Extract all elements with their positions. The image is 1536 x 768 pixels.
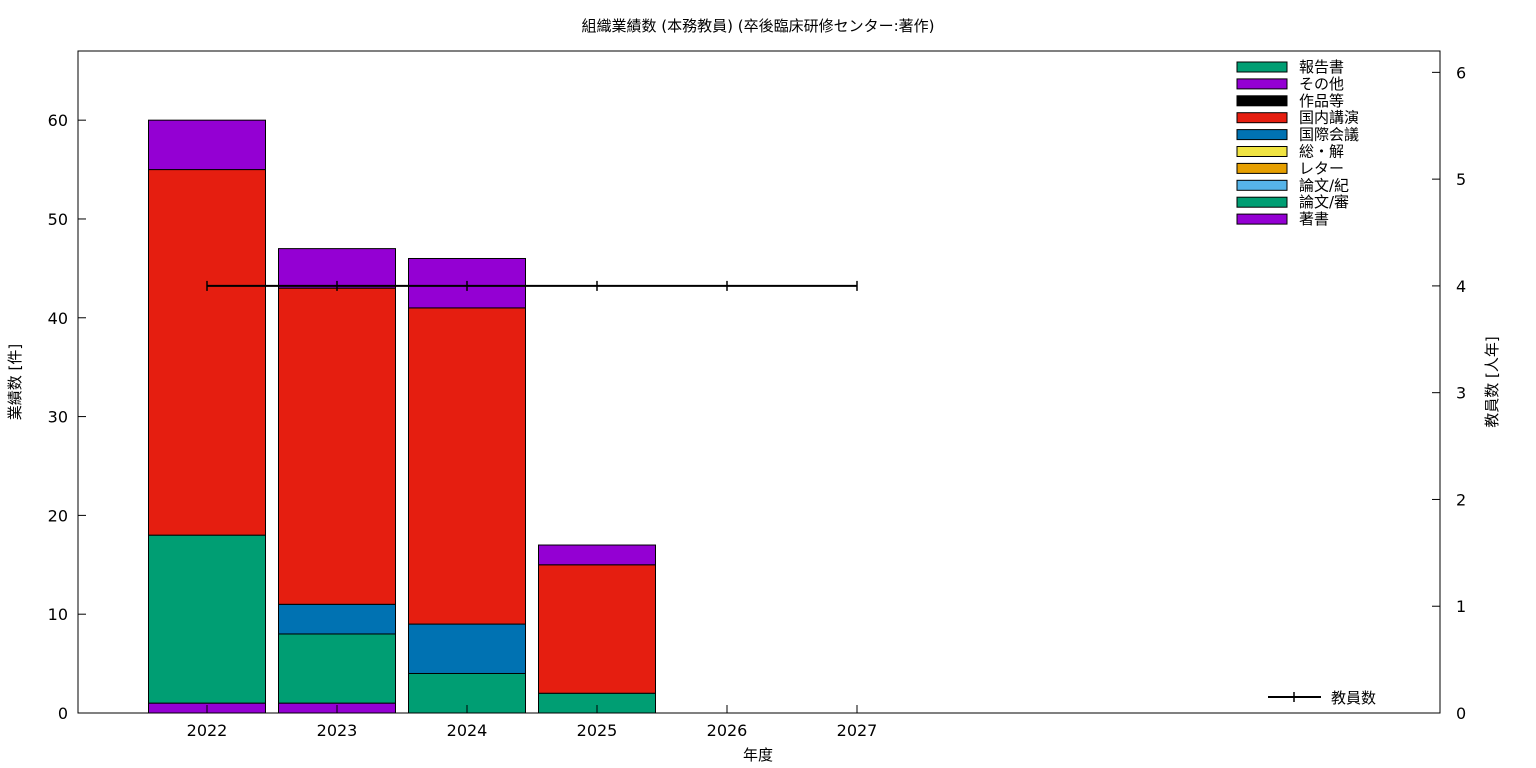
legend-label: 論文/審 (1299, 193, 1349, 211)
plot-frame (77, 50, 1441, 714)
legend-label: 総・解 (1299, 143, 1344, 161)
legend-swatch (1236, 129, 1288, 141)
y-tick-label: 30 (48, 408, 68, 427)
y2-tick-label: 5 (1456, 170, 1466, 189)
y2-axis: 0 1 2 3 4 5 6 (1432, 63, 1466, 723)
y2-tick-label: 6 (1456, 63, 1466, 82)
teachers-line-group (206, 280, 858, 291)
legend-swatch (1236, 146, 1288, 157)
legend-swatch (1236, 162, 1288, 174)
x-tick-label: 2027 (837, 721, 878, 740)
y-axis-title: 業績数 [件] (6, 344, 24, 420)
y2-axis-title: 教員数 [人年] (1483, 336, 1501, 427)
y2-tick-label: 2 (1456, 490, 1466, 509)
legend-label: 国内講演 (1299, 109, 1359, 127)
bar-segment (538, 564, 656, 694)
x-tick-label: 2024 (447, 721, 488, 740)
bar-segment (148, 119, 266, 171)
y2-tick-label: 3 (1456, 384, 1466, 403)
y-tick-label: 0 (58, 704, 68, 723)
legend-label: レター (1299, 159, 1344, 177)
y-axis: 0 10 20 30 40 50 60 (48, 111, 86, 723)
y2-tick-label: 1 (1456, 597, 1466, 616)
bar-segment (278, 287, 396, 605)
legend-swatch (1236, 213, 1288, 225)
y-tick-label: 40 (48, 309, 68, 328)
legend-swatch (1236, 179, 1288, 191)
legend-swatch (1236, 196, 1288, 208)
y-tick-label: 50 (48, 210, 68, 229)
y-tick-label: 20 (48, 506, 68, 525)
legend-label: 国際会議 (1299, 126, 1359, 144)
legend-swatch (1236, 112, 1288, 124)
x-tick-label: 2023 (317, 721, 358, 740)
x-tick-label: 2025 (577, 721, 618, 740)
line-legend-label: 教員数 (1331, 689, 1376, 707)
bar-segment (278, 603, 396, 635)
x-tick-label: 2026 (707, 721, 748, 740)
line-legend: 教員数 (1268, 689, 1376, 707)
x-axis-title: 年度 (743, 746, 773, 764)
legend-label: その他 (1299, 75, 1344, 93)
legend-swatch (1236, 61, 1288, 73)
y-tick-label: 60 (48, 111, 68, 130)
legend-swatch (1236, 78, 1288, 90)
legend-label: 著書 (1299, 210, 1329, 228)
chart-title: 組織業績数 (本務教員) (卒後臨床研修センター:著作) (581, 17, 934, 35)
legend-label: 作品等 (1299, 92, 1344, 110)
x-tick-label: 2022 (187, 721, 228, 740)
bar-segment (278, 633, 396, 704)
bars-group (148, 119, 656, 714)
x-axis: 2022 2023 2024 2025 2026 2027 (187, 705, 878, 740)
legend-label: 報告書 (1299, 58, 1344, 76)
bar-segment (148, 169, 266, 536)
bar-segment (538, 544, 656, 566)
bar-segment (408, 623, 526, 674)
legend-label: 論文/紀 (1299, 176, 1349, 194)
y2-tick-label: 0 (1456, 704, 1466, 723)
legend-swatch (1236, 95, 1288, 107)
bar-segment (148, 534, 266, 704)
y-tick-label: 10 (48, 605, 68, 624)
y2-tick-label: 4 (1456, 277, 1466, 296)
bar-segment (408, 307, 526, 625)
